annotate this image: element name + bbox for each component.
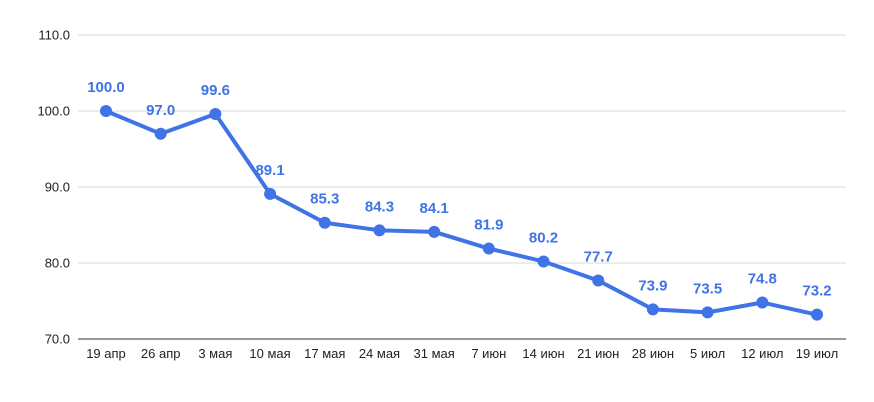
data-label: 73.2 — [802, 283, 831, 300]
gridlines — [78, 34, 846, 340]
y-tick-label: 100.0 — [37, 104, 70, 119]
data-point — [100, 105, 112, 117]
data-label: 84.3 — [365, 198, 394, 215]
data-point — [811, 308, 823, 321]
y-tick-label: 70.0 — [45, 332, 70, 347]
data-point — [428, 225, 441, 238]
y-tick-label: 110.0 — [38, 28, 70, 43]
data-label: 100.0 — [87, 79, 125, 96]
x-tick-label: 28 июн — [632, 346, 674, 361]
data-label: 89.1 — [255, 162, 284, 179]
x-axis-tick-labels: 19 апр 26 апр 3 мая 10 мая 17 мая 24 мая 31 ма… — [86, 346, 838, 361]
data-label: 73.9 — [638, 277, 667, 294]
x-tick-label: 12 июл — [741, 346, 783, 361]
y-axis-tick-labels: 70.0 80.0 90.0 100.0 110.0 — [37, 28, 70, 347]
x-tick-label: 5 июл — [690, 346, 725, 361]
data-label: 80.2 — [529, 229, 558, 246]
data-point — [537, 255, 550, 268]
x-tick-label: 3 мая — [198, 346, 232, 361]
x-tick-label: 26 апр — [141, 346, 181, 361]
data-label: 84.1 — [420, 200, 449, 217]
y-tick-label: 80.0 — [45, 256, 70, 271]
x-tick-label: 31 мая — [414, 346, 455, 361]
data-labels: 100.0 97.0 99.6 89.1 85.3 84.3 84.1 81.9 80.2 77.… — [87, 79, 831, 300]
data-point — [373, 224, 386, 237]
data-point — [209, 108, 222, 121]
x-tick-label: 14 июн — [522, 346, 564, 361]
data-label: 77.7 — [584, 248, 613, 265]
data-label: 74.8 — [748, 271, 777, 288]
x-tick-label: 7 июн — [471, 346, 506, 361]
data-point — [646, 303, 659, 316]
x-tick-label: 10 мая — [249, 346, 290, 361]
data-point — [701, 306, 714, 319]
series-line — [104, 109, 819, 317]
data-label: 97.0 — [146, 102, 175, 119]
data-point — [756, 296, 769, 309]
series-line-group — [104, 109, 819, 317]
x-tick-label: 24 мая — [359, 346, 400, 361]
data-label: 81.9 — [474, 217, 503, 234]
data-label: 73.5 — [693, 280, 722, 297]
x-tick-label: 19 апр — [86, 346, 126, 361]
data-points — [100, 105, 823, 321]
x-tick-label: 21 июн — [577, 346, 619, 361]
data-point — [264, 187, 277, 200]
y-tick-label: 90.0 — [45, 180, 70, 195]
data-point — [318, 216, 331, 229]
x-tick-label: 17 мая — [304, 346, 345, 361]
data-point — [592, 274, 605, 287]
x-tick-label: 19 июл — [796, 346, 838, 361]
data-point — [482, 242, 495, 255]
data-point — [154, 127, 167, 140]
data-label: 85.3 — [310, 191, 339, 208]
data-label: 99.6 — [201, 82, 230, 99]
